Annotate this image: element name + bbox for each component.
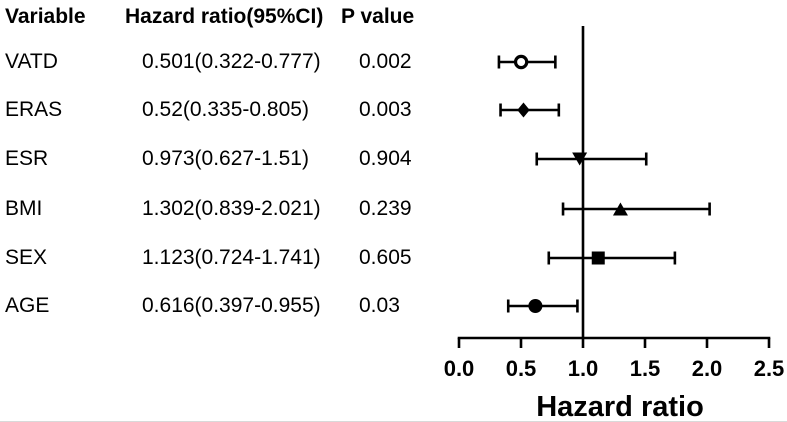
row-variable: BMI	[5, 197, 43, 220]
x-tick-label: 0.5	[506, 356, 537, 381]
row-p-value: 0.003	[359, 98, 412, 121]
marker-filled-triangle-down	[572, 152, 588, 166]
x-axis-title: Hazard ratio	[536, 391, 704, 422]
x-tick-label: 1.0	[568, 356, 599, 381]
x-tick-label: 2.5	[754, 356, 785, 381]
row-variable: ERAS	[5, 98, 63, 121]
col-header-hazard-ratio-ci: Hazard ratio(95%CI)	[125, 5, 324, 28]
row-variable: SEX	[5, 246, 48, 269]
row-p-value: 0.239	[359, 197, 412, 220]
col-header-variable: Variable	[5, 5, 86, 28]
col-header-p-value: P value	[341, 5, 415, 28]
x-tick-label: 2.0	[692, 356, 723, 381]
table-row: BMI 1.302(0.839-2.021) 0.239	[0, 196, 460, 222]
row-variable: AGE	[5, 294, 50, 317]
table-row: SEX 1.123(0.724-1.741) 0.605	[0, 245, 460, 271]
row-hazard-ratio-ci: 0.973(0.627-1.51)	[142, 147, 309, 170]
x-tick-label: 0.0	[444, 356, 475, 381]
row-hazard-ratio-ci: 1.302(0.839-2.021)	[142, 197, 321, 220]
marker-filled-circle	[528, 299, 543, 313]
table-row: ESR 0.973(0.627-1.51) 0.904	[0, 146, 460, 172]
row-hazard-ratio-ci: 0.616(0.397-0.955)	[142, 294, 321, 317]
row-variable: VATD	[5, 50, 58, 73]
marker-filled-triangle-up	[612, 202, 628, 216]
row-hazard-ratio-ci: 0.501(0.322-0.777)	[142, 50, 321, 73]
table-row: ERAS 0.52(0.335-0.805) 0.003	[0, 97, 460, 123]
row-hazard-ratio-ci: 0.52(0.335-0.805)	[142, 98, 309, 121]
row-variable: ESR	[5, 147, 49, 170]
row-p-value: 0.002	[359, 50, 412, 73]
table-row: VATD 0.501(0.322-0.777) 0.002	[0, 49, 460, 75]
marker-filled-diamond	[517, 102, 530, 118]
marker-open-circle	[513, 54, 529, 70]
marker-filled-square	[591, 251, 605, 265]
table-row: AGE 0.616(0.397-0.955) 0.03	[0, 293, 460, 319]
row-p-value: 0.03	[359, 294, 400, 317]
x-tick-label: 1.5	[630, 356, 661, 381]
row-hazard-ratio-ci: 1.123(0.724-1.741)	[142, 246, 321, 269]
row-p-value: 0.605	[359, 246, 412, 269]
row-p-value: 0.904	[359, 147, 412, 170]
